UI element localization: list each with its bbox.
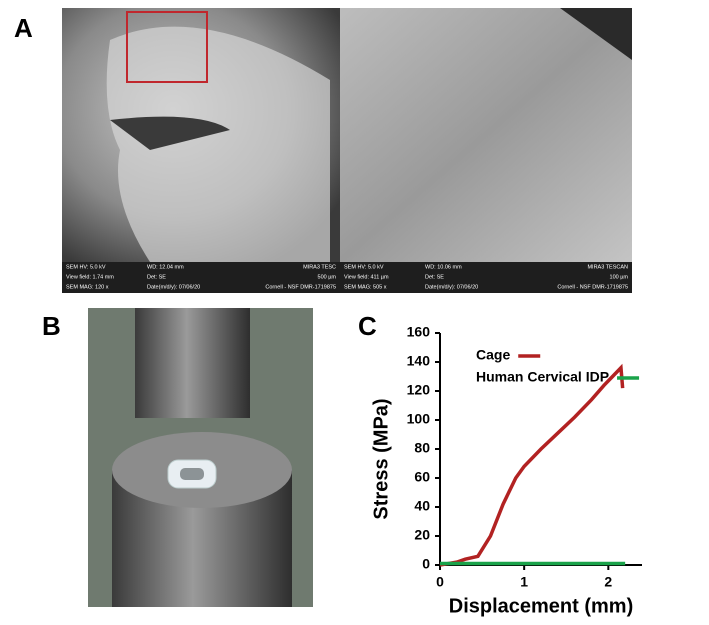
- sem-info: Cornell - NSF DMR-1719875: [557, 284, 628, 290]
- cage-hole: [180, 468, 204, 480]
- y-tick-label: 100: [407, 411, 431, 427]
- sem-image-right: [340, 8, 632, 262]
- sem-info: MIRA3 TESC: [303, 264, 336, 270]
- x-tick-label: 1: [520, 574, 528, 590]
- sem-info: MIRA3 TESCAN: [587, 264, 628, 270]
- sem-info: SEM HV: 5.0 kV: [344, 264, 384, 270]
- panel-label: B: [42, 311, 61, 341]
- x-axis-label: Displacement (mm): [449, 595, 634, 617]
- upper-platen: [135, 308, 250, 418]
- x-tick-label: 2: [604, 574, 612, 590]
- sem-info: View field: 411 µm: [344, 274, 389, 280]
- figure: A B C SEM HV: 5.0 kV WD: 12.04 mm MIRA3 TE…: [0, 0, 709, 620]
- sem-info: WD: 10.06 mm: [425, 264, 462, 270]
- sem-info: Cornell - NSF DMR-1719875: [265, 284, 336, 290]
- panel-label: A: [14, 13, 33, 43]
- sem-info: Det: SE: [147, 274, 166, 280]
- sem-info: Date(m/d/y): 07/06/20: [147, 284, 200, 290]
- y-tick-label: 0: [422, 556, 430, 572]
- sem-info: SEM HV: 5.0 kV: [66, 264, 106, 270]
- sem-info: 500 µm: [318, 274, 337, 280]
- sem-info: 100 µm: [610, 274, 629, 280]
- sem-info: WD: 12.04 mm: [147, 264, 184, 270]
- y-tick-label: 160: [407, 324, 431, 340]
- sem-info: SEM MAG: 505 x: [344, 284, 387, 290]
- y-tick-label: 80: [414, 440, 430, 456]
- sem-info: Date(m/d/y): 07/06/20: [425, 284, 478, 290]
- legend-label: Human Cervical IDP: [476, 369, 609, 385]
- y-tick-label: 140: [407, 353, 431, 369]
- panel-label: C: [358, 311, 377, 341]
- series-line: [440, 368, 623, 565]
- sem-info: View field: 1.74 mm: [66, 274, 114, 280]
- sem-info: Det: SE: [425, 274, 444, 280]
- y-tick-label: 120: [407, 382, 431, 398]
- y-tick-label: 20: [414, 527, 430, 543]
- y-tick-label: 60: [414, 469, 430, 485]
- x-tick-label: 0: [436, 574, 444, 590]
- y-tick-label: 40: [414, 498, 430, 514]
- fiber-shape: [107, 27, 330, 262]
- y-axis-label: Stress (MPa): [370, 398, 392, 519]
- legend-label: Cage: [476, 347, 510, 363]
- sem-info: SEM MAG: 120 x: [66, 284, 109, 290]
